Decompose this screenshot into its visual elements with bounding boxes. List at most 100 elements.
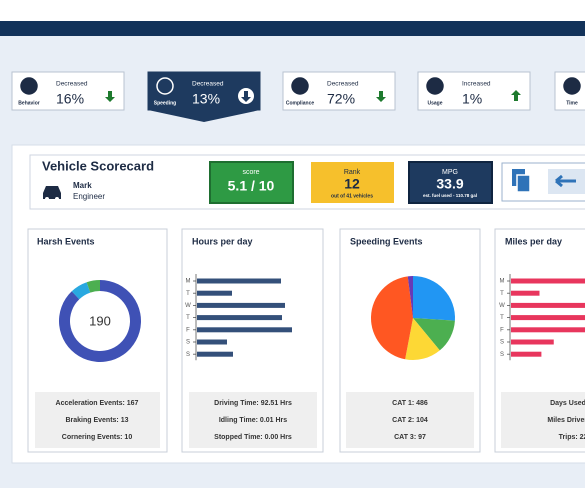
- card-title: Hours per day: [192, 236, 253, 246]
- rank-label: Rank: [344, 169, 361, 176]
- tile-icon[interactable]: [563, 77, 581, 95]
- stat-label: Acceleration Events:: [56, 400, 125, 407]
- card-title: Miles per day: [505, 236, 562, 246]
- tile-pointer[interactable]: [148, 110, 260, 122]
- mpg-value: 33.9: [436, 176, 463, 192]
- bar: [511, 290, 540, 296]
- day-label: M: [186, 279, 191, 285]
- day-label: T: [186, 315, 190, 321]
- day-label: T: [500, 291, 504, 297]
- stat-line: Idling Time: 0.01 Hrs: [219, 417, 287, 424]
- kpi-tiles: Behavior Decreased 16% Speeding Decreased 13%…: [11, 71, 585, 122]
- day-label: M: [500, 279, 505, 285]
- bar: [197, 351, 233, 357]
- bar: [511, 315, 585, 321]
- bar: [511, 302, 585, 308]
- tile-status[interactable]: Decreased: [327, 81, 359, 88]
- score-value: 5.1 / 10: [228, 178, 275, 194]
- bar: [197, 327, 292, 333]
- nav-bar: [0, 21, 585, 36]
- trend-arrow[interactable]: [105, 91, 115, 102]
- stat-line: Stopped Time: 0.00 Hrs: [214, 434, 292, 441]
- car-icon: [43, 186, 61, 201]
- day-label: W: [185, 303, 191, 309]
- top-strip: [0, 0, 585, 21]
- tile-label[interactable]: Usage: [427, 100, 442, 106]
- day-label: S: [186, 352, 190, 358]
- tile-label[interactable]: Behavior: [18, 100, 39, 106]
- tile-label[interactable]: Time: [566, 100, 578, 106]
- trend-arrow[interactable]: [241, 91, 251, 102]
- tile-status[interactable]: Increased: [462, 81, 491, 88]
- donut-total: 190: [89, 313, 111, 328]
- stat-line: Cornering Events: 10: [62, 434, 133, 441]
- tile-label[interactable]: Speeding: [154, 100, 177, 106]
- card-title: Speeding Events: [350, 236, 423, 246]
- bar: [511, 351, 542, 357]
- tile-icon[interactable]: [291, 77, 309, 95]
- tile-status[interactable]: Decreased: [192, 81, 224, 88]
- mpg-box: [408, 161, 493, 204]
- trend-arrow[interactable]: [511, 90, 521, 101]
- stat-value: 10: [124, 434, 132, 441]
- card-title: Harsh Events: [37, 236, 95, 246]
- pie-slice: [405, 318, 440, 360]
- tile-icon[interactable]: [20, 77, 38, 95]
- copy-icon[interactable]: [512, 169, 531, 193]
- donut-segment: [86, 280, 100, 293]
- bar: [197, 278, 281, 284]
- stat-value: 13: [121, 417, 129, 424]
- trend-arrow[interactable]: [376, 91, 386, 102]
- stat-line: Acceleration Events: 167: [56, 400, 139, 407]
- card-footer: [501, 392, 585, 448]
- card-harsh: Harsh Events 190: [27, 228, 168, 453]
- bar: [197, 315, 282, 321]
- kpi-tile[interactable]: Time: [554, 71, 585, 111]
- driver-name: Mark: [73, 181, 92, 190]
- dynamic-content: Acceleration Events: 167 Braking Events: …: [56, 274, 585, 441]
- stat-label: Cornering Events:: [62, 434, 123, 441]
- tile-value[interactable]: 1%: [462, 91, 482, 107]
- pie-slice: [407, 276, 413, 318]
- day-label: F: [500, 327, 504, 333]
- card-speeding: Speeding Events: [339, 228, 481, 453]
- tile-status[interactable]: Decreased: [56, 81, 88, 88]
- tile-value[interactable]: 16%: [56, 91, 84, 107]
- pie-slice: [413, 318, 455, 351]
- bar: [197, 290, 232, 296]
- stat-line: CAT 2: 104: [392, 417, 428, 424]
- tile-icon[interactable]: [426, 77, 444, 95]
- card-footer: [189, 392, 317, 448]
- day-label: T: [500, 315, 504, 321]
- kpi-tile[interactable]: Compliance Decreased 72%: [282, 71, 396, 111]
- bar: [511, 278, 585, 284]
- tile-value[interactable]: 13%: [192, 91, 220, 107]
- tile-value[interactable]: 72%: [327, 91, 355, 107]
- day-label: S: [500, 340, 504, 346]
- day-label: W: [499, 303, 505, 309]
- mpg-note: est. fuel used - 110.78 gal: [423, 193, 477, 198]
- stat-line: Miles Driven: 3,7: [547, 417, 585, 424]
- mpg-label: MPG: [442, 169, 458, 176]
- kpi-tile[interactable]: Usage Increased 1%: [417, 71, 531, 111]
- bar: [511, 327, 585, 333]
- kpi-tile[interactable]: Speeding Decreased 13%: [147, 71, 261, 122]
- tile-icon[interactable]: [156, 77, 174, 95]
- driver-role: Engineer: [73, 192, 105, 201]
- bar: [197, 302, 285, 308]
- stat-line: Driving Time: 92.51 Hrs: [214, 400, 292, 407]
- score-label: score: [242, 169, 259, 176]
- day-label: S: [186, 340, 190, 346]
- rank-note: out of 41 vehicles: [331, 193, 373, 199]
- pie-slice: [370, 276, 413, 360]
- kpi-tile[interactable]: Behavior Decreased 16%: [11, 71, 125, 111]
- tile-label[interactable]: Compliance: [286, 100, 315, 106]
- rank-box: [311, 162, 394, 203]
- stat-line: CAT 1: 486: [392, 400, 428, 407]
- stat-line: Braking Events: 13: [65, 417, 128, 424]
- card-footer: [35, 392, 160, 448]
- rank-value: 12: [344, 176, 360, 192]
- back-arrow[interactable]: [555, 174, 576, 188]
